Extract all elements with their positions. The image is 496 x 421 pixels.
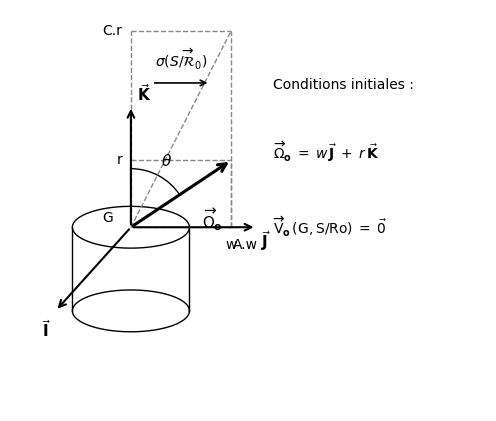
Text: $\theta$: $\theta$ bbox=[161, 153, 172, 169]
Text: $\vec{\mathbf{J}}$: $\vec{\mathbf{J}}$ bbox=[260, 229, 271, 253]
Text: Conditions initiales :: Conditions initiales : bbox=[273, 78, 414, 92]
Text: A.w: A.w bbox=[233, 238, 258, 252]
Text: $\overrightarrow{\Omega}_{\mathbf{o}}$$\;=\; w\,\vec{\mathbf{J}}\;+\; r\,\vec{\m: $\overrightarrow{\Omega}_{\mathbf{o}}$$\… bbox=[273, 140, 380, 164]
Text: $\vec{\mathbf{K}}$: $\vec{\mathbf{K}}$ bbox=[137, 83, 151, 104]
Text: $\vec{\mathbf{I}}$: $\vec{\mathbf{I}}$ bbox=[42, 319, 52, 340]
Text: w: w bbox=[226, 238, 237, 252]
Text: C.r: C.r bbox=[103, 24, 123, 37]
Text: G: G bbox=[103, 211, 113, 225]
Text: $\overrightarrow{\Omega}_{\mathbf{o}}$: $\overrightarrow{\Omega}_{\mathbf{o}}$ bbox=[202, 206, 223, 233]
Text: $\overrightarrow{\sigma(S/\mathcal{R}_0)}$: $\overrightarrow{\sigma(S/\mathcal{R}_0)… bbox=[155, 47, 207, 72]
Text: $\overrightarrow{\mathrm{V}}_{\mathbf{o}}\,(\mathrm{G,S/Ro})\;=\;\vec{0}$: $\overrightarrow{\mathrm{V}}_{\mathbf{o}… bbox=[273, 215, 387, 239]
Text: r: r bbox=[117, 153, 123, 167]
